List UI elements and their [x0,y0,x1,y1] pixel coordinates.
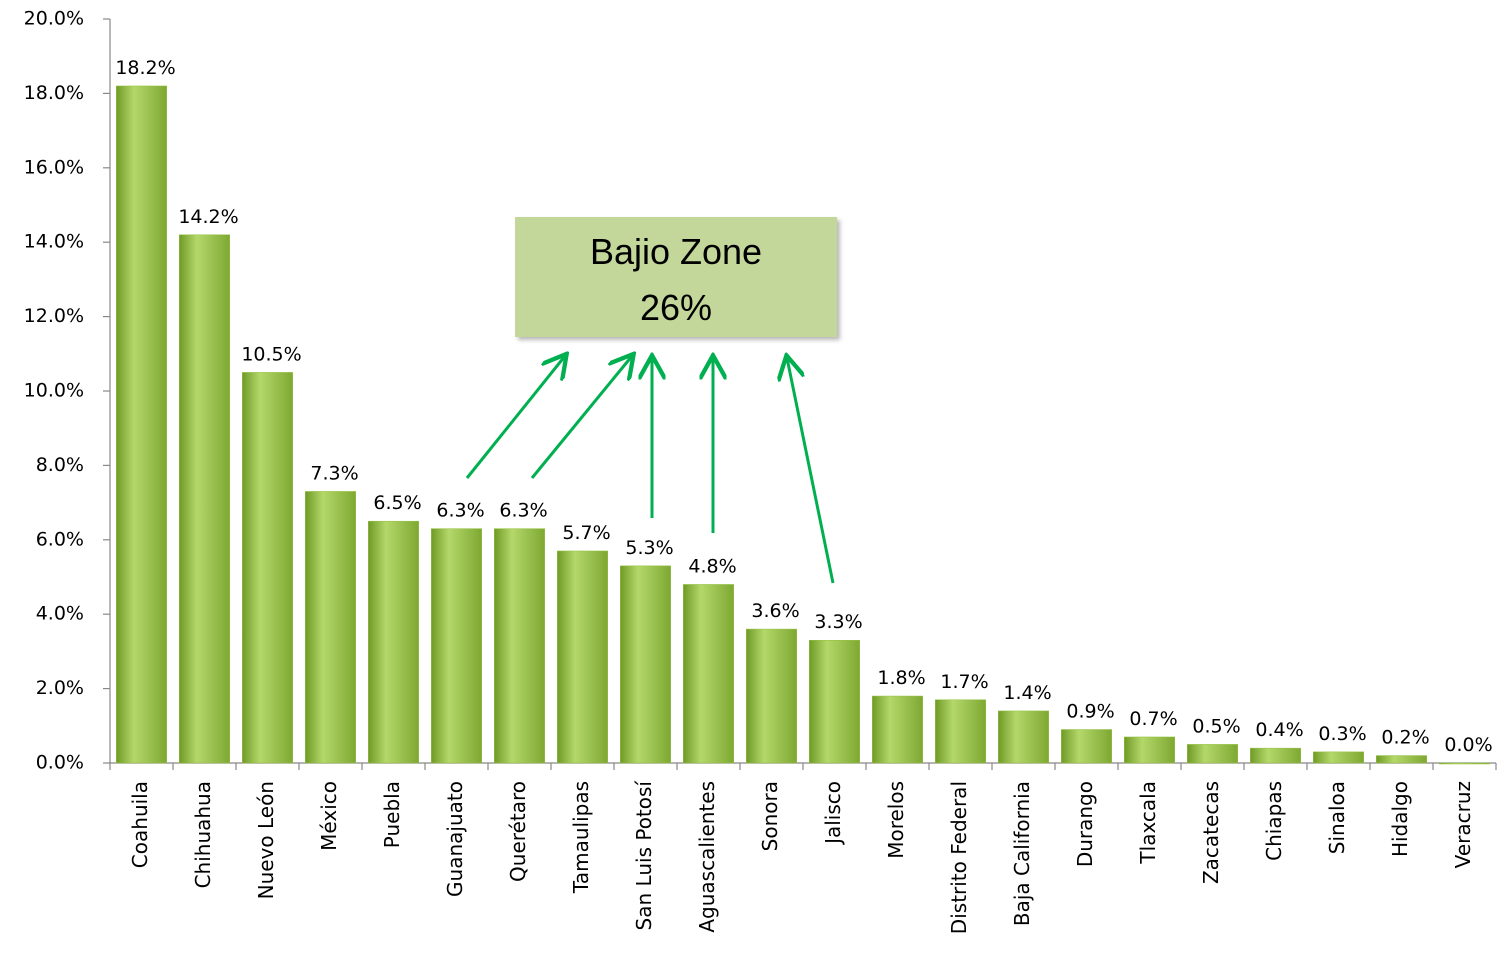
annotation-text: Bajio Zone [590,231,762,272]
bar [368,520,419,764]
value-label: 6.5% [373,492,421,514]
bar [935,699,986,764]
bar [872,695,923,764]
value-label: 4.8% [688,555,736,577]
x-tick-label: Nuevo León [254,781,278,899]
x-tick-label: Hidalgo [1388,781,1412,857]
x-tick-label: México [317,781,341,851]
bar [683,584,734,764]
y-tick-label: 2.0% [36,677,84,699]
x-tick-label: Distrito Federal [947,781,971,934]
bar [1124,736,1175,764]
y-tick-label: 14.0% [24,231,84,253]
annotation-box: Bajio Zone 26% [515,217,837,337]
bar [305,491,356,764]
value-label: 0.5% [1192,715,1240,737]
value-label: 0.3% [1318,723,1366,745]
bar [998,710,1049,764]
value-label: 1.4% [1003,682,1051,704]
bar [809,639,860,764]
x-tick-label: Jalisco [821,781,845,846]
value-label: 0.2% [1381,727,1429,749]
arrows [465,356,835,584]
x-tick-label: Durango [1073,781,1097,867]
bar [1061,729,1112,764]
value-label: 0.4% [1255,719,1303,741]
y-tick-label: 16.0% [24,156,84,178]
value-label: 1.7% [940,671,988,693]
bar [746,628,797,764]
bar [620,565,671,764]
x-tick-label: Morelos [884,781,908,859]
value-label: 7.3% [310,462,358,484]
bar [1313,751,1364,764]
y-tick-label: 20.0% [24,8,84,30]
x-tick-label: Puebla [380,781,404,848]
bar [557,550,608,764]
bar [1376,755,1427,764]
value-label: 6.3% [499,500,547,522]
y-tick-label: 10.0% [24,380,84,402]
arrow [465,356,565,479]
x-tick-label: Guanajuato [443,781,467,897]
plot: 0.0% 2.0% 4.0% 6.0% 8.0% 10.0% 12.0% 14.0% 16.0%… [24,8,1497,934]
y-tick-label: 4.0% [36,603,84,625]
x-tick-label: Coahuila [128,781,152,868]
value-label: 5.3% [625,537,673,559]
bar [494,528,545,764]
x-tick-label: Veracruz [1451,781,1475,868]
value-label: 5.7% [562,522,610,544]
annotation-rect [515,217,837,337]
value-label: 14.2% [178,206,238,228]
y-tick-label: 8.0% [36,454,84,476]
value-label: 18.2% [115,57,175,79]
x-tick-label: Sinaloa [1325,781,1349,854]
bar [431,528,482,764]
bar [1439,762,1490,765]
annotation-text: 26% [640,287,712,328]
y-tick-label: 0.0% [36,752,84,774]
arrow [530,356,632,479]
bar [116,85,167,764]
bar [242,372,293,764]
value-label: 10.5% [241,343,301,365]
value-label: 0.9% [1066,701,1114,723]
bar [179,234,230,764]
arrow [787,358,835,584]
value-label: 1.8% [877,667,925,689]
x-tick-label: Tamaulipas [569,781,593,894]
value-label: 0.7% [1129,708,1177,730]
x-tick-label: Tlaxcala [1136,781,1160,865]
y-tick-label: 6.0% [36,528,84,550]
bar [1250,747,1301,764]
y-tick-label: 18.0% [24,82,84,104]
x-tick-label: Aguascalientes [695,781,719,933]
x-tick-label: San Luis Potosí [632,780,656,931]
bar [1187,744,1238,764]
value-label: 3.6% [751,600,799,622]
x-tick-label: Zacatecas [1199,781,1223,884]
value-label: 0.0% [1444,734,1492,756]
value-label: 3.3% [814,611,862,633]
value-label: 6.3% [436,500,484,522]
x-tick-label: Sonora [758,781,782,851]
x-tick-label: Querétaro [506,781,530,882]
x-tick-label: Chiapas [1262,781,1286,861]
x-tick-label: Chihuahua [191,781,215,888]
x-tick-label: Baja California [1010,781,1034,926]
y-tick-label: 12.0% [24,305,84,327]
